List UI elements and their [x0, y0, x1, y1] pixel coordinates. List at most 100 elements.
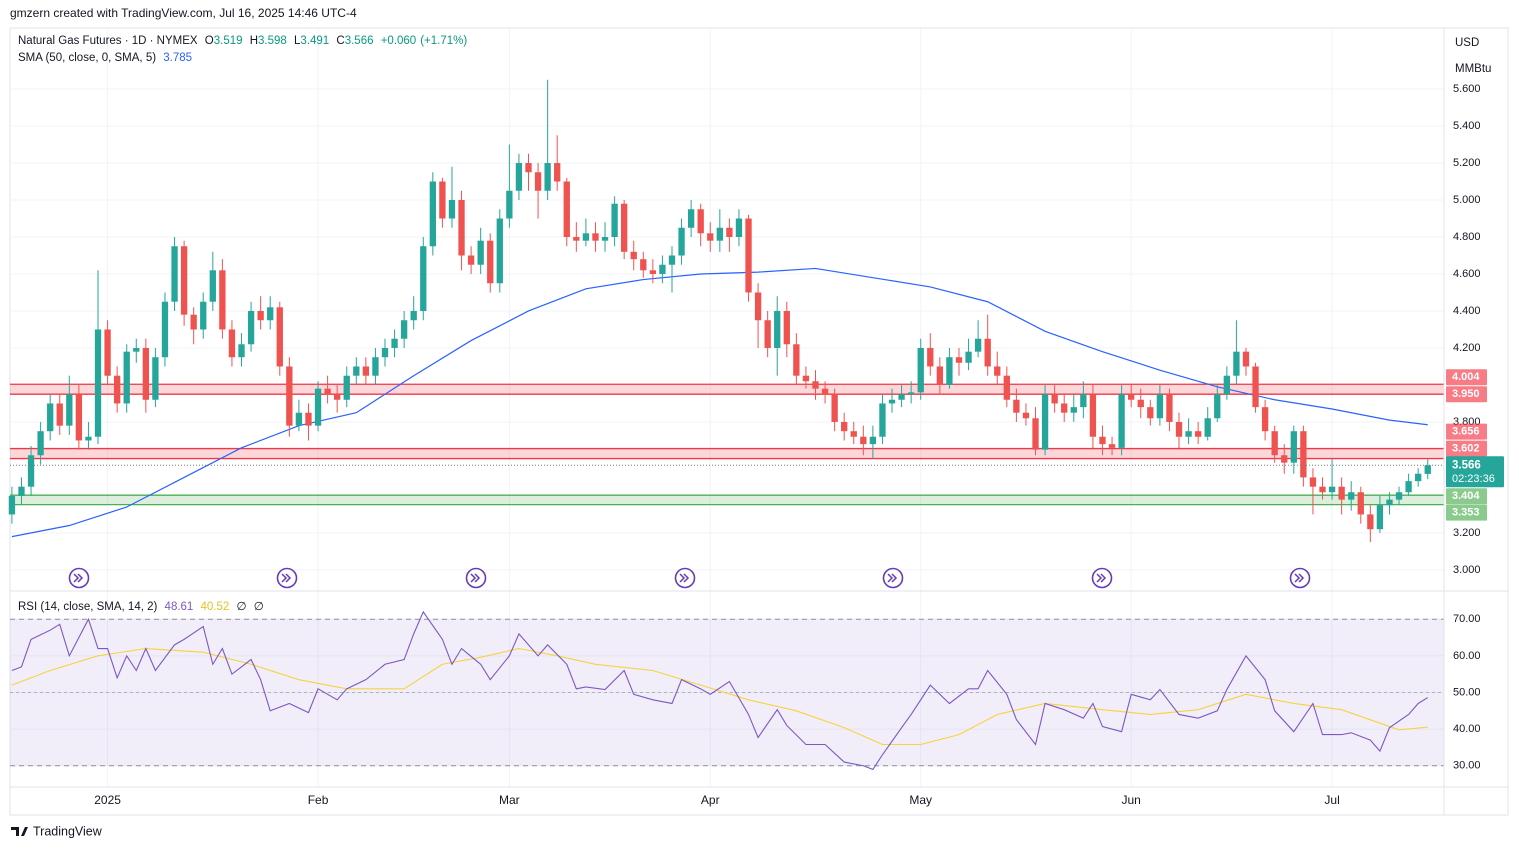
candle-body — [774, 310, 781, 348]
candle-body — [1166, 394, 1173, 422]
zone — [10, 495, 1444, 505]
candle-body — [1300, 431, 1307, 478]
candle-body — [324, 388, 331, 395]
candle-body — [984, 338, 991, 367]
candle-body — [994, 366, 1001, 376]
candle-body — [1328, 486, 1336, 493]
event-icon — [1289, 567, 1311, 589]
y-tick-label: 3.200 — [1453, 527, 1481, 539]
candle-body — [812, 381, 819, 389]
candle-body — [219, 270, 226, 330]
candle-body — [85, 436, 92, 441]
candle-body — [1261, 407, 1269, 432]
candle-body — [1204, 418, 1211, 437]
candle-body — [372, 357, 379, 376]
candle-body — [869, 436, 877, 445]
candle-body — [496, 218, 503, 284]
candle-body — [142, 347, 149, 400]
candle-body — [898, 394, 905, 400]
candle-body — [592, 233, 599, 241]
candle-body — [1051, 394, 1058, 404]
event-icon-arrow — [1096, 573, 1107, 583]
zone-badge-label: 3.656 — [1452, 425, 1480, 437]
price-legend: Natural Gas Futures · 1D · NYMEX O3.519 … — [18, 35, 471, 47]
candle-body — [209, 270, 216, 302]
candle-body — [1242, 351, 1250, 367]
candle-body — [764, 320, 771, 348]
candle-body — [888, 399, 896, 404]
candle-body — [841, 421, 848, 432]
candle-body — [286, 366, 293, 426]
candle-body — [343, 375, 350, 400]
candle-body — [678, 227, 685, 256]
zone-badge — [1446, 423, 1487, 440]
candle-body — [1147, 407, 1154, 419]
candle-body — [582, 233, 590, 241]
candle-body — [228, 329, 236, 358]
candle-body — [171, 246, 178, 302]
ohlc-value: 3.491 — [300, 35, 330, 47]
ohlc-key: L — [294, 35, 301, 47]
sma-value: 3.785 — [163, 52, 193, 64]
event-icon — [674, 567, 696, 589]
rsi-name: RSI (14, close, SMA, 14, 2) — [18, 601, 158, 613]
unit: MMBtu — [1455, 63, 1492, 75]
x-tick-label: 2025 — [94, 793, 121, 807]
x-tick-label: Mar — [499, 793, 520, 807]
ohlc-key: C — [336, 35, 345, 47]
event-icon — [276, 567, 298, 589]
candle-body — [544, 163, 551, 191]
candle-body — [1424, 465, 1431, 474]
candle-body — [1003, 375, 1010, 400]
candle-body — [400, 320, 408, 339]
candle-body — [439, 181, 446, 219]
symbol-title: Natural Gas Futures · 1D · NYMEX — [18, 35, 198, 47]
candle-body — [802, 375, 810, 382]
candle-body — [247, 310, 255, 345]
candle-body — [458, 200, 465, 256]
candle-body — [1137, 399, 1144, 408]
candle-body — [936, 366, 944, 385]
candle-body — [66, 394, 73, 426]
candle-body — [1108, 444, 1116, 448]
rsi-tick-label: 40.00 — [1453, 723, 1481, 735]
candle-body — [1367, 514, 1374, 530]
candle-body — [1319, 486, 1326, 493]
candle-body — [295, 412, 303, 426]
candle-body — [238, 344, 245, 358]
candle-body — [534, 172, 542, 191]
rsi-tick-label: 50.00 — [1453, 686, 1481, 698]
zone — [10, 384, 1444, 395]
candle-body — [1099, 436, 1106, 445]
candle-body — [1252, 366, 1259, 408]
event-icon-arrow — [887, 573, 898, 583]
candle-body — [946, 357, 953, 385]
candle-body — [1013, 399, 1020, 413]
y-tick-label: 5.000 — [1453, 194, 1481, 206]
candle-body — [1128, 394, 1135, 400]
candle-body — [123, 351, 130, 404]
candle-body — [917, 347, 924, 393]
candle-body — [831, 394, 838, 422]
candle-body — [276, 307, 283, 367]
candle-body — [1309, 477, 1317, 487]
change: +0.060 — [380, 35, 417, 47]
candle-body — [1080, 394, 1087, 408]
y-tick-label: 4.400 — [1453, 305, 1481, 317]
rsi-sma-value: 40.52 — [200, 601, 230, 613]
y-tick-label: 3.000 — [1453, 564, 1481, 576]
watermark-header: gmzern created with TradingView.com, Jul… — [10, 6, 357, 20]
candle-body — [630, 251, 637, 260]
candle-body — [133, 347, 140, 352]
zone-badge — [1446, 369, 1487, 386]
candle-body — [1376, 505, 1384, 530]
event-icon-arrow — [281, 573, 292, 583]
countdown: 02:23:36 — [1452, 473, 1495, 485]
x-tick-label: May — [909, 793, 932, 807]
candle-body — [745, 218, 752, 293]
candle-body — [955, 357, 963, 363]
event-icon-arrow — [1294, 573, 1305, 583]
candle-body — [1194, 431, 1202, 437]
candle-body — [56, 403, 63, 426]
